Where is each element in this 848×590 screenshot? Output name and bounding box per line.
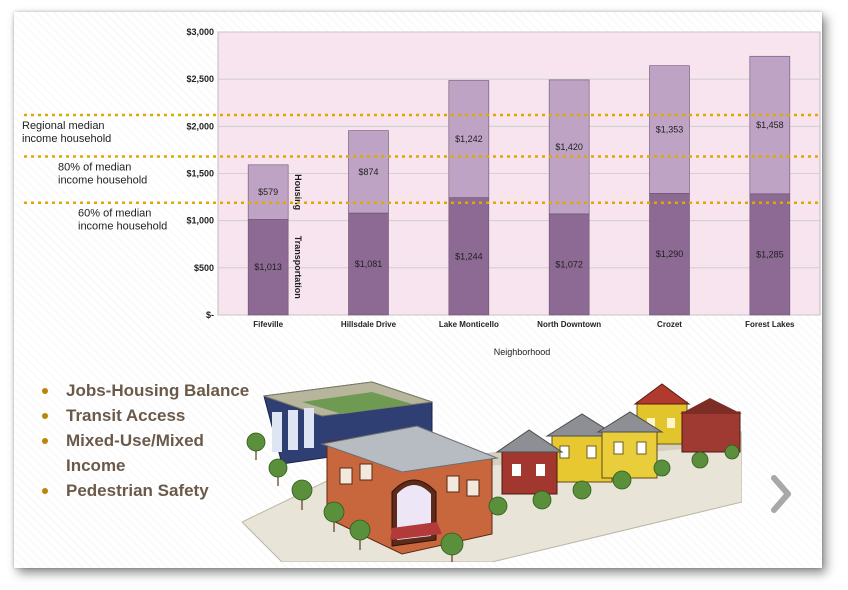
x-tick-label: Hillsdale Drive xyxy=(341,320,397,329)
x-axis: Fifeville Hillsdale Drive Lake Monticello N… xyxy=(253,320,795,329)
reference-line-label: 60% of median xyxy=(78,208,151,220)
bar-housing xyxy=(649,65,690,194)
series-label-housing: Housing xyxy=(293,174,303,210)
bar-value-label: $1,242 xyxy=(455,134,483,144)
bullet-jobs-housing: Jobs-Housing Balance xyxy=(36,378,256,403)
bullet-mixed-use: Mixed-Use/Mixed Income xyxy=(36,428,256,478)
bar-value-label: $1,081 xyxy=(355,259,383,269)
y-tick-label: $- xyxy=(206,310,214,320)
bar-value-label: $1,072 xyxy=(555,259,583,269)
reference-line-label: Regional median xyxy=(22,120,105,132)
bullet-pedestrian: Pedestrian Safety xyxy=(36,478,256,503)
bar-housing xyxy=(548,79,590,215)
x-axis-title: Neighborhood xyxy=(494,347,551,357)
bullet-dot xyxy=(42,488,48,494)
next-slide-chevron-icon[interactable] xyxy=(766,474,796,514)
slide: $- $500 $1,000 $1,500 $2,000 $2,500 $3,000 $1,… xyxy=(14,12,822,568)
bar-transportation xyxy=(749,193,791,316)
bar-value-label: $1,458 xyxy=(756,120,784,130)
reference-line-label: income household xyxy=(78,221,167,233)
bar-transportation xyxy=(649,193,690,316)
reference-line-label: 80% of median xyxy=(58,162,131,174)
bullet-list: Jobs-Housing Balance Transit Access Mixe… xyxy=(36,378,256,503)
bullet-dot xyxy=(42,388,48,394)
x-tick-label: Crozet xyxy=(657,320,682,329)
bullet-transit: Transit Access xyxy=(36,403,256,428)
reference-line-label: income household xyxy=(22,133,111,145)
bar-value-label: $1,285 xyxy=(756,249,784,259)
bar-value-label: $1,420 xyxy=(555,142,583,152)
bars: $1,013 $579 $1,081 $874 $1,244 $1,242 $1,072 $1… xyxy=(247,55,791,316)
y-tick-label: $1,500 xyxy=(186,169,214,179)
bar-transportation xyxy=(548,213,590,316)
bar-value-label: $874 xyxy=(358,167,378,177)
bar-transportation xyxy=(247,219,289,316)
bar-value-label: $1,290 xyxy=(656,249,684,259)
bar-value-label: $579 xyxy=(258,187,278,197)
bar-housing xyxy=(348,130,389,214)
y-tick-label: $2,000 xyxy=(186,121,214,131)
gridlines xyxy=(218,31,820,316)
y-tick-label: $500 xyxy=(194,263,214,273)
x-tick-label: Fifeville xyxy=(253,320,283,329)
x-tick-label: Lake Monticello xyxy=(439,320,499,329)
bullet-dot xyxy=(42,413,48,419)
y-tick-label: $2,500 xyxy=(186,74,214,84)
stacked-bar-chart: $- $500 $1,000 $1,500 $2,000 $2,500 $3,000 $1,… xyxy=(22,27,822,357)
bullet-dot xyxy=(42,438,48,444)
bar-value-label: $1,244 xyxy=(455,251,483,261)
reference-line-label: income household xyxy=(58,175,147,187)
y-axis: $- $500 $1,000 $1,500 $2,000 $2,500 $3,000 xyxy=(186,27,214,320)
x-tick-label: North Downtown xyxy=(537,320,601,329)
mixed-use-neighborhood-illustration xyxy=(242,381,742,562)
bar-housing xyxy=(247,164,289,220)
y-tick-label: $1,000 xyxy=(186,216,214,226)
bar-value-label: $1,013 xyxy=(254,262,282,272)
series-label-transportation: Transportation xyxy=(293,236,303,299)
y-tick-label: $3,000 xyxy=(186,27,214,37)
bar-housing xyxy=(448,80,490,198)
x-tick-label: Forest Lakes xyxy=(745,320,795,329)
bar-value-label: $1,353 xyxy=(656,124,684,134)
bar-housing xyxy=(749,55,791,195)
bar-transportation xyxy=(448,197,490,316)
